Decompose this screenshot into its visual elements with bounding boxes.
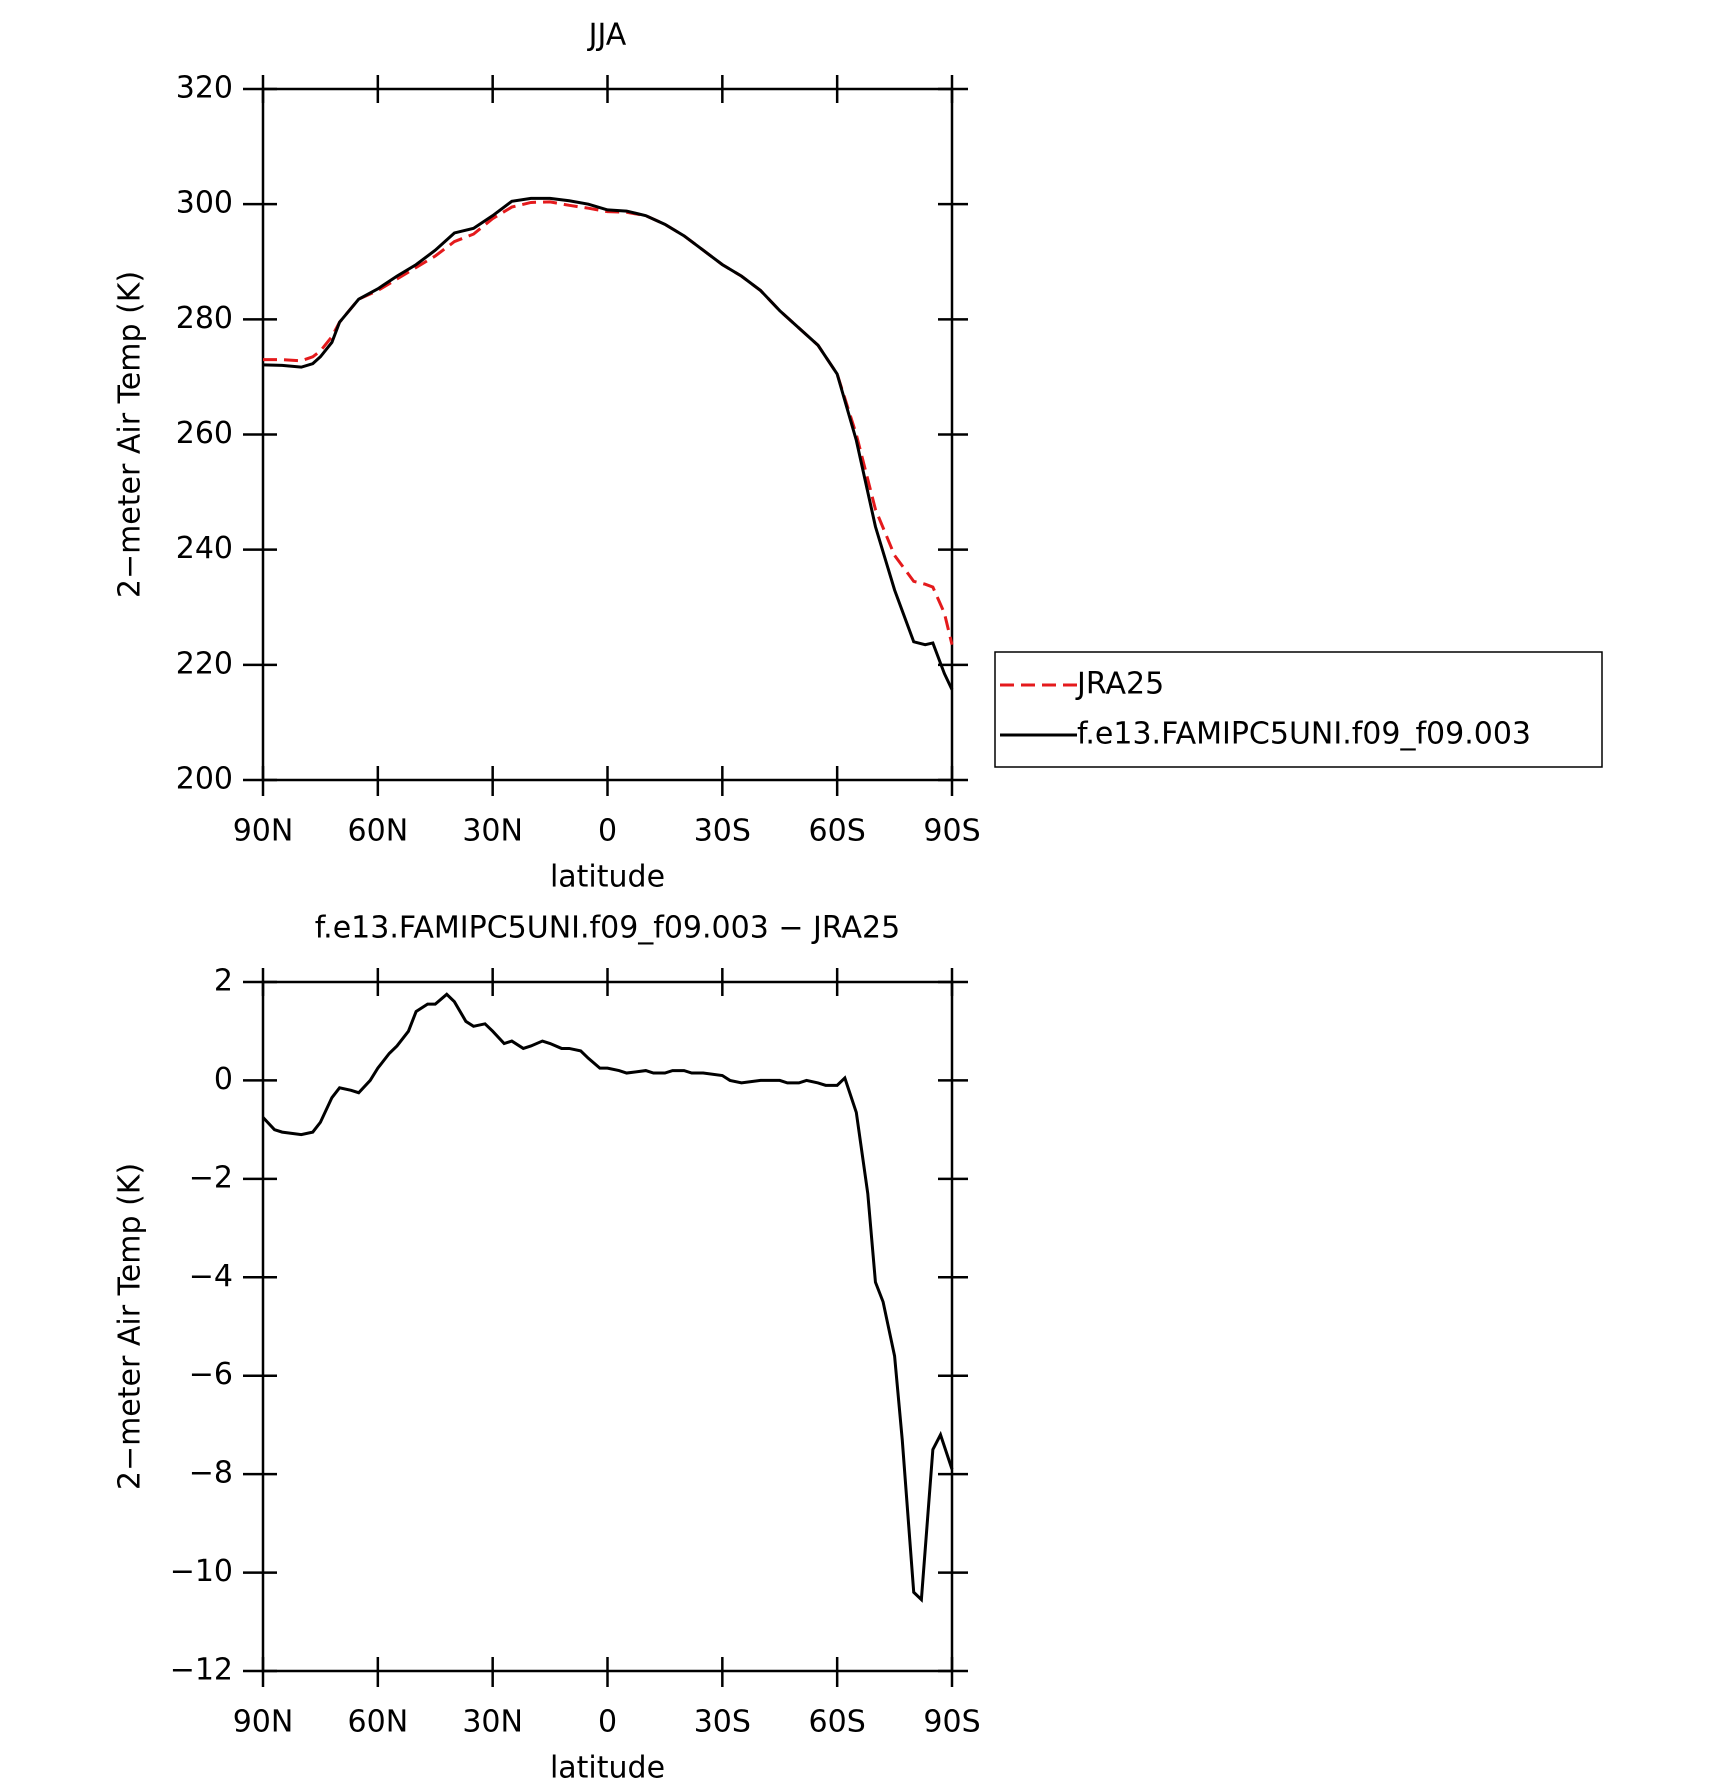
data-line	[261, 992, 954, 1603]
y-tick-label: −4	[189, 1259, 233, 1294]
legend-label: JRA25	[1075, 667, 1164, 702]
x-tick-label: 30N	[462, 1705, 523, 1740]
y-tick-label: −2	[189, 1160, 233, 1195]
y-tick-label: 300	[176, 186, 233, 221]
y-axis-label: 2−meter Air Temp (K)	[113, 1163, 148, 1490]
y-tick-label: 0	[214, 1062, 233, 1097]
legend-label: f.e13.FAMIPC5UNI.f09_f09.003	[1077, 717, 1531, 752]
x-tick-label: 30N	[462, 814, 523, 849]
y-tick-label: −12	[170, 1653, 233, 1688]
chart-title: JJA	[587, 18, 627, 53]
x-tick-label: 30S	[694, 1705, 751, 1740]
legend-box	[994, 651, 1603, 768]
data-line	[262, 196, 954, 691]
y-tick-label: −6	[189, 1357, 233, 1392]
x-tick-label: 30S	[694, 814, 751, 849]
y-tick-label: 200	[176, 762, 233, 797]
y-tick-label: 240	[176, 531, 233, 566]
x-tick-label: 0	[598, 814, 617, 849]
x-tick-label: 0	[598, 1705, 617, 1740]
x-tick-label: 90S	[923, 814, 980, 849]
y-tick-label: 280	[176, 301, 233, 336]
x-tick-label: 90S	[923, 1705, 980, 1740]
plot-frame	[261, 87, 954, 782]
y-tick-label: −8	[189, 1456, 233, 1491]
x-tick-label: 60S	[809, 814, 866, 849]
x-tick-label: 60S	[809, 1705, 866, 1740]
x-axis-label: latitude	[550, 1751, 665, 1786]
chart-title: f.e13.FAMIPC5UNI.f09_f09.003 − JRA25	[315, 911, 900, 946]
x-tick-label: 90N	[233, 1705, 294, 1740]
y-tick-label: 220	[176, 646, 233, 681]
x-tick-label: 60N	[348, 814, 409, 849]
data-line	[263, 200, 954, 646]
x-tick-label: 90N	[233, 814, 294, 849]
y-tick-label: 2	[214, 964, 233, 999]
y-axis-label: 2−meter Air Temp (K)	[113, 271, 148, 598]
y-tick-label: 320	[176, 71, 233, 106]
x-tick-label: 60N	[348, 1705, 409, 1740]
y-tick-label: −10	[170, 1554, 233, 1589]
y-tick-label: 260	[176, 416, 233, 451]
x-axis-label: latitude	[550, 860, 665, 895]
